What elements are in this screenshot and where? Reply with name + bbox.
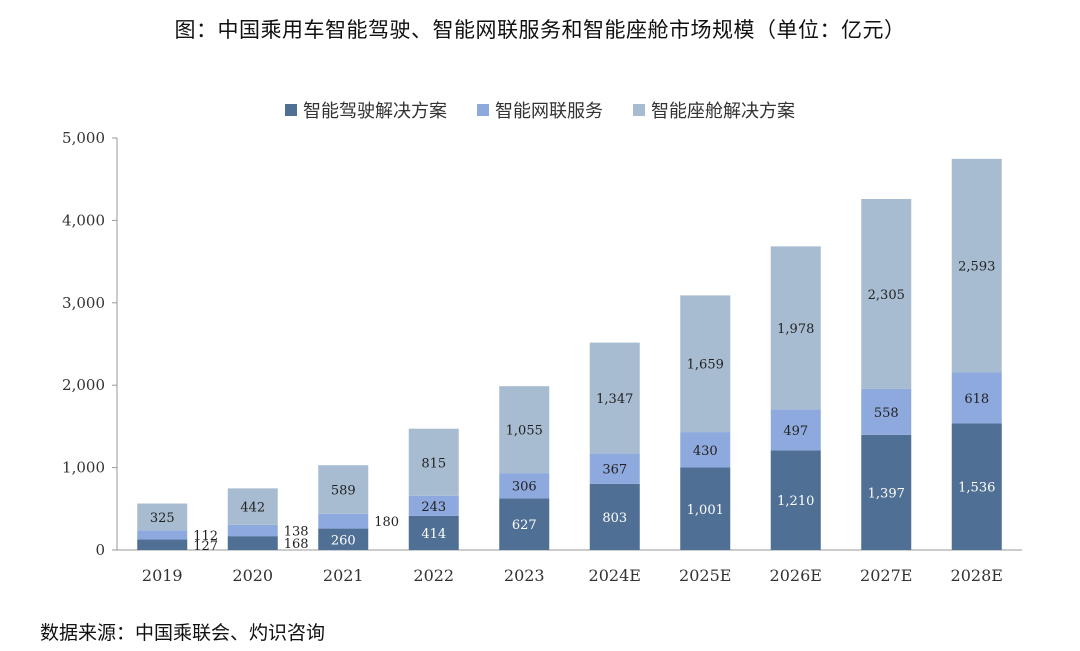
bar-segment-connected [227, 524, 278, 537]
bar-segment-driving [137, 539, 188, 550]
bar-segment-cockpit [951, 158, 1002, 373]
x-tick-label: 2022 [413, 566, 454, 585]
data-label: 430 [693, 444, 718, 459]
data-label: 1,055 [506, 424, 543, 439]
x-tick-label: 2020 [232, 566, 273, 585]
bar-segment-driving [861, 434, 912, 550]
x-tick-label: 2021 [323, 566, 364, 585]
bar-segment-driving [408, 515, 459, 550]
x-tick-label: 2026E [770, 566, 822, 585]
x-tick-label: 2028E [951, 566, 1003, 585]
legend-label-connected: 智能网联服务 [495, 101, 603, 122]
data-label: 168 [284, 537, 309, 552]
data-label: 589 [331, 483, 356, 498]
data-label: 497 [783, 424, 808, 439]
data-label: 558 [874, 406, 899, 421]
bar-segment-driving [318, 528, 369, 550]
x-tick-label: 2027E [860, 566, 912, 585]
data-label: 1,397 [868, 486, 905, 501]
legend-swatch-connected [477, 104, 489, 116]
data-label: 1,001 [687, 503, 724, 518]
data-label: 442 [240, 501, 265, 516]
data-label: 627 [512, 518, 537, 533]
bar-segment-connected [861, 388, 912, 435]
data-label: 138 [284, 524, 309, 539]
bar-segment-cockpit [589, 342, 640, 454]
y-tick-label: 1,000 [62, 459, 105, 477]
y-tick-label: 4,000 [62, 211, 105, 229]
y-tick-label: 2,000 [62, 376, 105, 394]
bar-segment-connected [680, 432, 731, 468]
bar-segment-driving [227, 536, 278, 550]
y-tick-label: 0 [95, 541, 105, 559]
bar-segment-connected [499, 473, 550, 499]
x-tick-label: 2025E [679, 566, 731, 585]
data-label: 325 [150, 511, 175, 526]
data-label: 618 [964, 392, 989, 407]
bar-segment-driving [589, 483, 640, 550]
data-label: 803 [602, 511, 627, 526]
x-tick-label: 2023 [504, 566, 545, 585]
bar-segment-cockpit [318, 465, 369, 514]
data-label: 1,210 [777, 494, 814, 509]
data-label: 2,305 [868, 288, 905, 303]
data-label: 306 [512, 480, 537, 495]
bar-segment-cockpit [137, 503, 188, 531]
data-label: 180 [374, 515, 399, 530]
bar-segment-cockpit [408, 428, 459, 496]
data-label: 1,536 [958, 481, 995, 496]
legend-item-connected: 智能网联服务 [477, 97, 603, 123]
x-tick-label: 2024E [589, 566, 641, 585]
data-label: 112 [193, 529, 218, 544]
data-label: 815 [421, 456, 446, 471]
data-label: 367 [602, 463, 627, 478]
legend-item-driving: 智能驾驶解决方案 [285, 97, 447, 123]
data-label: 1,347 [596, 392, 633, 407]
y-tick-label: 5,000 [62, 129, 105, 147]
data-label: 2,593 [958, 260, 995, 275]
legend-item-cockpit: 智能座舱解决方案 [633, 97, 795, 123]
data-source-note: 数据来源：中国乘联会、灼识咨询 [40, 622, 326, 644]
bar-segment-connected [137, 530, 188, 540]
legend: 智能驾驶解决方案 智能网联服务 智能座舱解决方案 [0, 97, 1080, 123]
bar-segment-cockpit [680, 295, 731, 433]
data-label: 414 [421, 527, 446, 542]
y-tick-label: 3,000 [62, 294, 105, 312]
bar-segment-driving [951, 423, 1002, 550]
legend-label-cockpit: 智能座舱解决方案 [651, 101, 795, 122]
data-label: 1,659 [687, 358, 724, 373]
bar-segment-connected [951, 372, 1002, 424]
bar-segment-connected [770, 409, 821, 451]
data-label: 127 [193, 539, 218, 554]
bar-segment-cockpit [770, 246, 821, 410]
bar-segment-connected [408, 495, 459, 516]
bar-segment-cockpit [861, 198, 912, 389]
data-label: 1,978 [777, 322, 814, 337]
bar-segment-driving [680, 467, 731, 550]
chart-title: 图：中国乘用车智能驾驶、智能网联服务和智能座舱市场规模（单位：亿元） [174, 18, 906, 42]
x-tick-label: 2019 [142, 566, 183, 585]
bar-segment-driving [499, 498, 550, 550]
bar-segment-connected [589, 453, 640, 484]
legend-label-driving: 智能驾驶解决方案 [303, 101, 447, 122]
data-label: 260 [331, 533, 356, 548]
bar-segment-cockpit [499, 386, 550, 474]
bar-segment-driving [770, 450, 821, 550]
legend-swatch-driving [285, 104, 297, 116]
legend-swatch-cockpit [633, 104, 645, 116]
bar-segment-connected [318, 513, 369, 529]
bar-segment-cockpit [227, 488, 278, 525]
data-label: 243 [421, 500, 446, 515]
